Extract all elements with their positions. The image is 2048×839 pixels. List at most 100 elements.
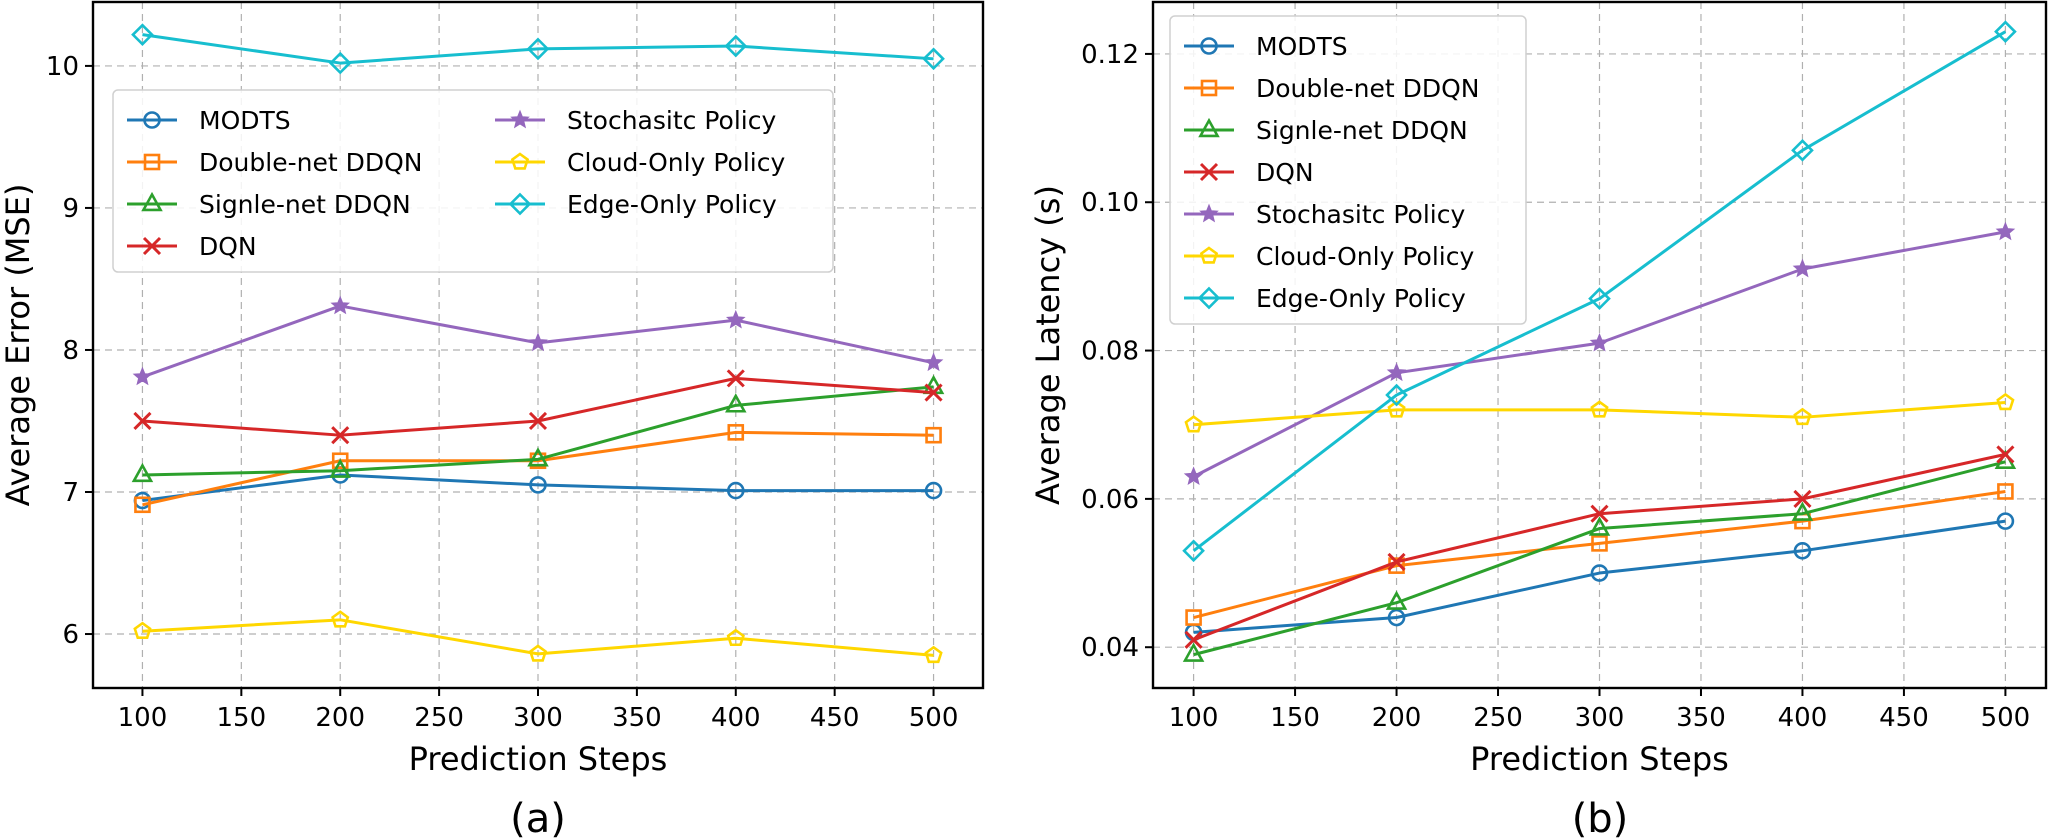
axes: 100 150 200 250 300 350 400 450 500 0.04 0.06 0.08 0…	[1081, 40, 2030, 733]
data-point	[1385, 383, 1408, 407]
data-point	[1590, 504, 1609, 523]
legend-marker	[1197, 286, 1221, 310]
legend: MODTS Double-net DDQN Signle-net DDQN DQN St…	[1169, 15, 1527, 325]
legend-label: MODTS	[1256, 32, 1348, 61]
data-point	[1182, 642, 1205, 662]
data-point	[1591, 535, 1608, 552]
legend-label: Signle-net DDQN	[199, 190, 411, 219]
legend-item-cloud-only-policy: Cloud-Only Policy	[1184, 242, 1474, 271]
data-point	[1387, 608, 1406, 627]
legend-marker	[508, 192, 532, 216]
series-line	[142, 618, 934, 657]
data-point	[331, 610, 350, 628]
chart-panel-b: 100 150 200 250 300 350 400 450 500 0.04 0.06 0.08 0…	[1029, 0, 2048, 839]
legend-label: Double-net DDQN	[1256, 74, 1479, 103]
data-point	[925, 426, 942, 444]
legend-box	[112, 89, 834, 273]
data-point	[1996, 392, 2015, 411]
series-edge-only-policy	[131, 23, 945, 75]
data-point	[528, 411, 548, 431]
legend-label: Cloud-Only Policy	[567, 148, 785, 177]
plot-frame	[91, 0, 985, 690]
series-line	[142, 33, 934, 65]
series-signle-net-ddqn	[1182, 449, 2017, 662]
chart-panel-a: 100 150 200 250 300 350 400 450 500 6 7 8 9 10 Predict…	[0, 0, 985, 839]
y-tick-label: 0.10	[1081, 188, 1139, 218]
legend-marker	[1199, 162, 1219, 182]
y-tick-label: 0.04	[1081, 633, 1139, 663]
x-tick-label: 400	[711, 703, 761, 733]
series-line	[142, 385, 934, 477]
plot-frame	[1151, 0, 2048, 690]
data-point	[1792, 258, 1813, 278]
data-point	[528, 644, 548, 662]
legend-item-signle-net-ddqn: Signle-net DDQN	[127, 190, 411, 219]
data-point	[924, 383, 943, 402]
legend-item-modts: MODTS	[1184, 32, 1348, 61]
y-tick-label: 7	[62, 478, 79, 508]
series-cloud-only-policy	[133, 610, 943, 664]
axes: 100 150 200 250 300 350 400 450 500 6 7 8 9 10	[46, 52, 958, 733]
legend-label: Edge-Only Policy	[1256, 284, 1466, 313]
series-line	[1192, 30, 2007, 552]
legend-marker	[510, 152, 530, 170]
series-edge-only-policy	[1182, 20, 2017, 563]
legend-marker	[1199, 246, 1219, 264]
legend-item-stochasitc-policy: Stochasitc Policy	[1184, 200, 1465, 229]
y-tick-label: 9	[62, 194, 79, 224]
x-tick-label: 200	[1372, 703, 1422, 733]
legend-label: Double-net DDQN	[199, 148, 422, 177]
data-point	[1183, 466, 1204, 485]
data-point	[1793, 489, 1812, 508]
x-tick-label: 100	[1169, 703, 1219, 733]
legend-item-signle-net-ddqn: Signle-net DDQN	[1184, 116, 1468, 145]
legend: MODTS Double-net DDQN Signle-net DDQN DQN St…	[112, 89, 834, 273]
data-point	[727, 424, 745, 441]
panel-caption: (b)	[1572, 796, 1629, 839]
legend-marker	[142, 236, 162, 256]
data-point	[1997, 483, 2014, 500]
data-point	[924, 645, 943, 664]
legend-item-double-net-ddqn: Double-net DDQN	[1184, 74, 1479, 103]
data-point	[725, 309, 746, 329]
data-point	[527, 447, 549, 467]
data-point	[1590, 400, 1609, 418]
data-point	[528, 332, 548, 352]
data-point	[1793, 541, 1812, 560]
legend-marker	[510, 109, 530, 129]
data-point	[131, 23, 154, 47]
data-point	[529, 476, 547, 494]
y-tick-label: 6	[62, 620, 79, 650]
legend-label: Cloud-Only Policy	[1256, 242, 1474, 271]
legend-label: Edge-Only Policy	[567, 190, 777, 219]
data-point	[1182, 539, 1205, 563]
data-point	[1185, 609, 1202, 626]
data-point	[1791, 501, 1814, 521]
data-point	[1791, 138, 1814, 162]
series-stochasitc-policy	[132, 295, 944, 386]
x-tick-label: 100	[118, 703, 168, 733]
legend-label: Signle-net DDQN	[1256, 116, 1468, 145]
data-point	[922, 47, 945, 71]
series-group	[131, 23, 945, 664]
data-point	[330, 295, 351, 315]
legend-item-cloud-only-policy: Cloud-Only Policy	[495, 148, 785, 177]
series-line	[1193, 400, 2006, 427]
legend-label: Stochasitc Policy	[567, 106, 776, 135]
legend-item-dqn: DQN	[127, 232, 257, 261]
legend-marker	[143, 153, 161, 171]
legend-label: DQN	[199, 232, 257, 261]
series-dqn	[133, 369, 943, 445]
y-axis-label: Average Error (MSE)	[0, 184, 37, 507]
x-axis-label: Prediction Steps	[1470, 740, 1729, 778]
data-point	[1184, 630, 1203, 649]
data-point	[331, 452, 349, 470]
data-point	[1387, 552, 1406, 571]
data-point	[1385, 590, 1408, 610]
y-tick-label: 0.12	[1081, 40, 1139, 70]
x-tick-label: 450	[810, 703, 860, 733]
x-tick-label: 300	[1575, 703, 1625, 733]
data-point	[134, 496, 151, 514]
x-axis-label: Prediction Steps	[409, 740, 668, 778]
